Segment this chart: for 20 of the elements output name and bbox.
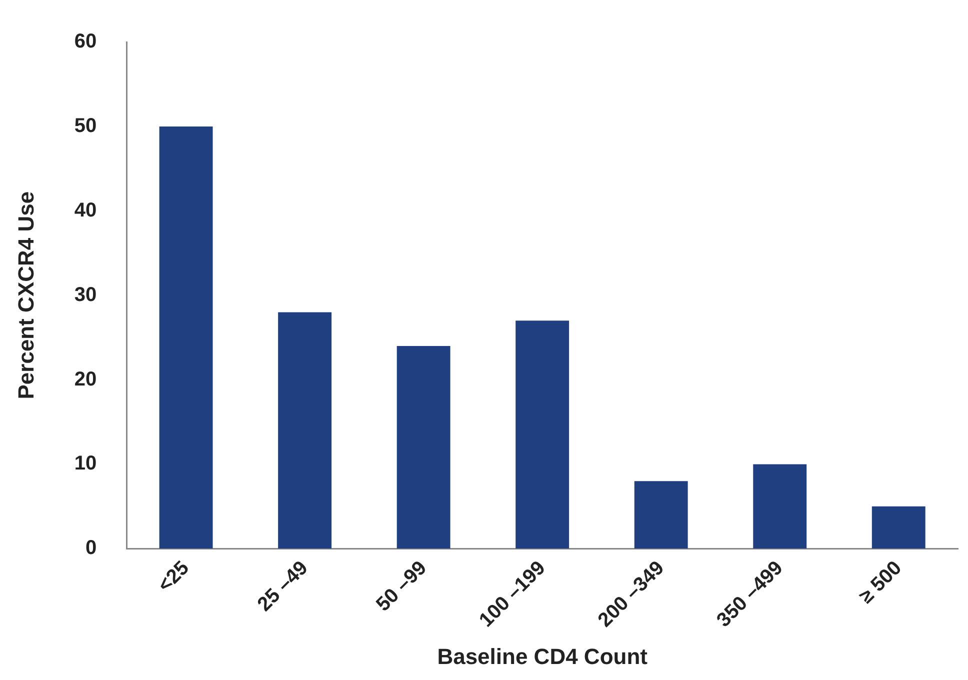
x-tick-label: ≥ 500 xyxy=(855,557,906,608)
y-tick-label: 50 xyxy=(74,114,97,137)
y-tick-label: 40 xyxy=(74,199,97,222)
y-tick-label: 30 xyxy=(74,284,97,306)
y-tick-label: 20 xyxy=(74,368,97,390)
y-tick-label: 0 xyxy=(86,537,97,560)
y-axis-title: Percent CXCR4 Use xyxy=(13,191,38,400)
bar xyxy=(278,312,332,549)
x-tick-label: <25 xyxy=(154,557,194,597)
x-tick-label: 50 –99 xyxy=(372,557,431,616)
x-axis-title: Baseline CD4 Count xyxy=(437,644,648,669)
bar xyxy=(396,346,450,549)
bar xyxy=(516,320,570,549)
y-tick-label: 10 xyxy=(74,452,97,475)
bar xyxy=(872,506,926,549)
y-tick-label: 60 xyxy=(74,30,97,53)
bar xyxy=(634,481,688,549)
bar xyxy=(159,126,213,549)
x-tick-label: 25 –49 xyxy=(253,557,312,616)
bar xyxy=(753,464,807,549)
